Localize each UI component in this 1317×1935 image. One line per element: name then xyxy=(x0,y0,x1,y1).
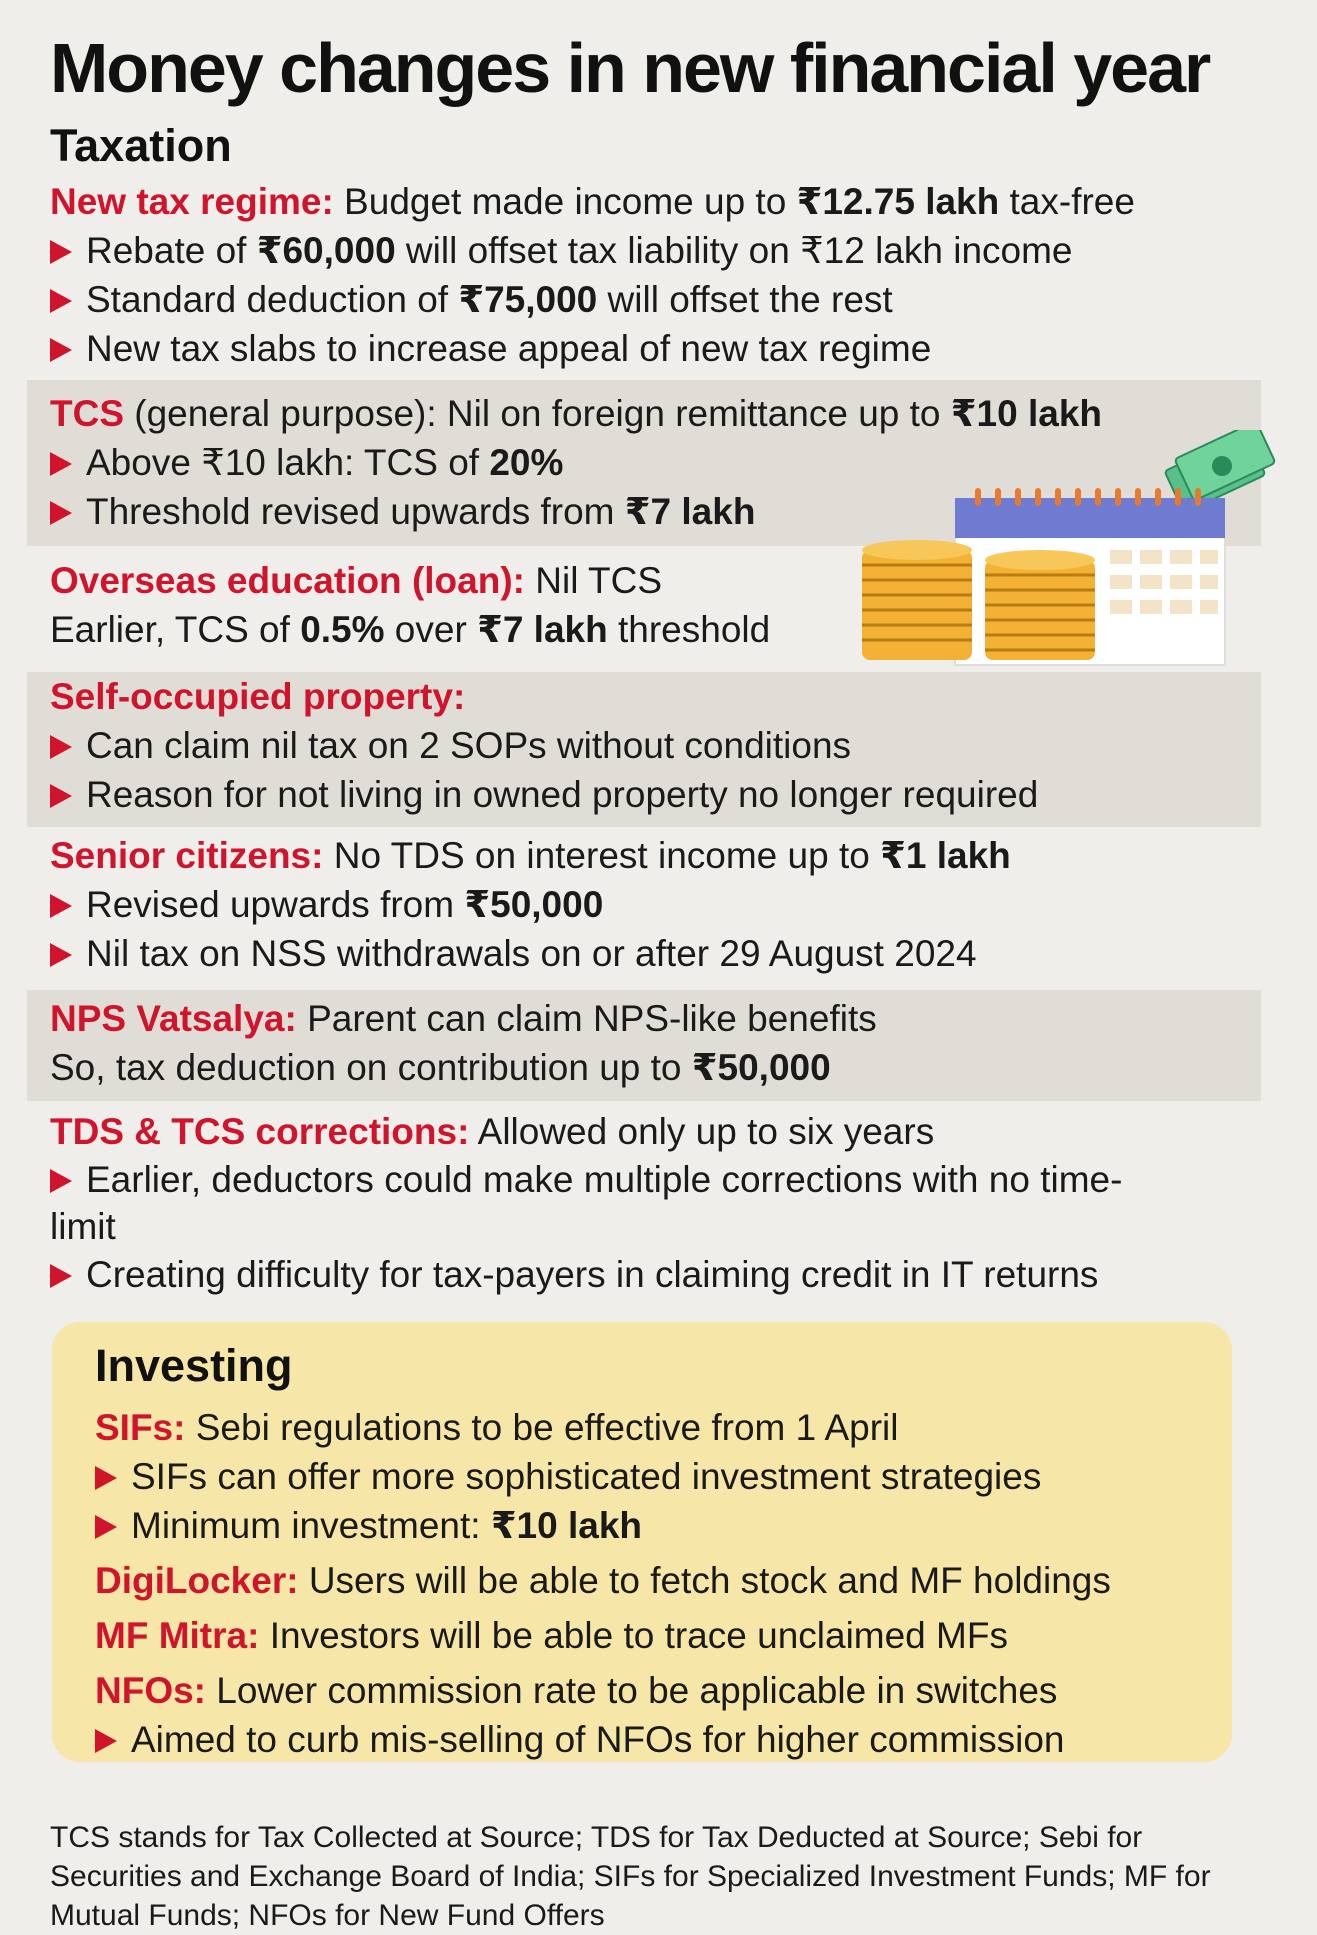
coin-stack-icon xyxy=(862,540,1095,660)
sop-band xyxy=(27,672,1261,827)
digilocker-label: DigiLocker: xyxy=(95,1560,299,1601)
corrections-label: TDS & TCS corrections: xyxy=(50,1111,470,1152)
bullet-arrow-icon xyxy=(50,338,72,362)
bullet-arrow-icon xyxy=(95,1466,117,1490)
tds-tcs-corrections-block: TDS & TCS corrections: Allowed only up t… xyxy=(50,1111,1123,1295)
bullet-arrow-icon xyxy=(50,735,72,759)
new-tax-regime-block: New tax regime: Budget made income up to… xyxy=(50,181,1135,369)
bullet-arrow-icon xyxy=(50,894,72,918)
footnote: TCS stands for Tax Collected at Source; … xyxy=(50,1821,1211,1932)
nfos-label: NFOs: xyxy=(95,1670,206,1711)
self-occupied-property-block: Self-occupied property: Can claim nil ta… xyxy=(50,676,1039,815)
new-tax-regime-label: New tax regime: xyxy=(50,181,334,222)
overseas-education-label: Overseas education (loan): xyxy=(50,560,525,601)
bullet-arrow-icon xyxy=(50,289,72,313)
money-note-icon xyxy=(1164,430,1276,513)
senior-citizens-label: Senior citizens: xyxy=(50,835,324,876)
sop-label: Self-occupied property: xyxy=(50,676,466,717)
bullet-arrow-icon xyxy=(50,501,72,525)
overseas-education-block: Overseas education (loan): Nil TCS Earli… xyxy=(50,560,771,650)
nps-vatsalya-label: NPS Vatsalya: xyxy=(50,998,297,1039)
investing-content: SIFs: Sebi regulations to be effective f… xyxy=(95,1407,1111,1760)
nps-vatsalya-block: NPS Vatsalya: Parent can claim NPS-like … xyxy=(50,998,877,1088)
mf-mitra-label: MF Mitra: xyxy=(95,1615,260,1656)
bullet-arrow-icon xyxy=(50,784,72,808)
bullet-arrow-icon xyxy=(50,1169,72,1193)
taxation-heading: Taxation xyxy=(50,120,232,171)
page-title: Money changes in new financial year xyxy=(50,29,1211,107)
bullet-arrow-icon xyxy=(50,1264,72,1288)
investing-heading: Investing xyxy=(95,1340,293,1391)
investing-box xyxy=(52,1322,1232,1762)
sifs-label: SIFs: xyxy=(95,1407,186,1448)
calendar-coins-money-illustration xyxy=(862,430,1276,666)
tcs-block: TCS (general purpose): Nil on foreign re… xyxy=(50,393,1102,532)
bullet-arrow-icon xyxy=(95,1729,117,1753)
bullet-arrow-icon xyxy=(50,452,72,476)
nps-band xyxy=(27,990,1261,1101)
tcs-label: TCS xyxy=(50,393,124,434)
senior-citizens-block: Senior citizens: No TDS on interest inco… xyxy=(50,835,1011,974)
bullet-arrow-icon xyxy=(50,943,72,967)
bullet-arrow-icon xyxy=(95,1515,117,1539)
bullet-arrow-icon xyxy=(50,240,72,264)
